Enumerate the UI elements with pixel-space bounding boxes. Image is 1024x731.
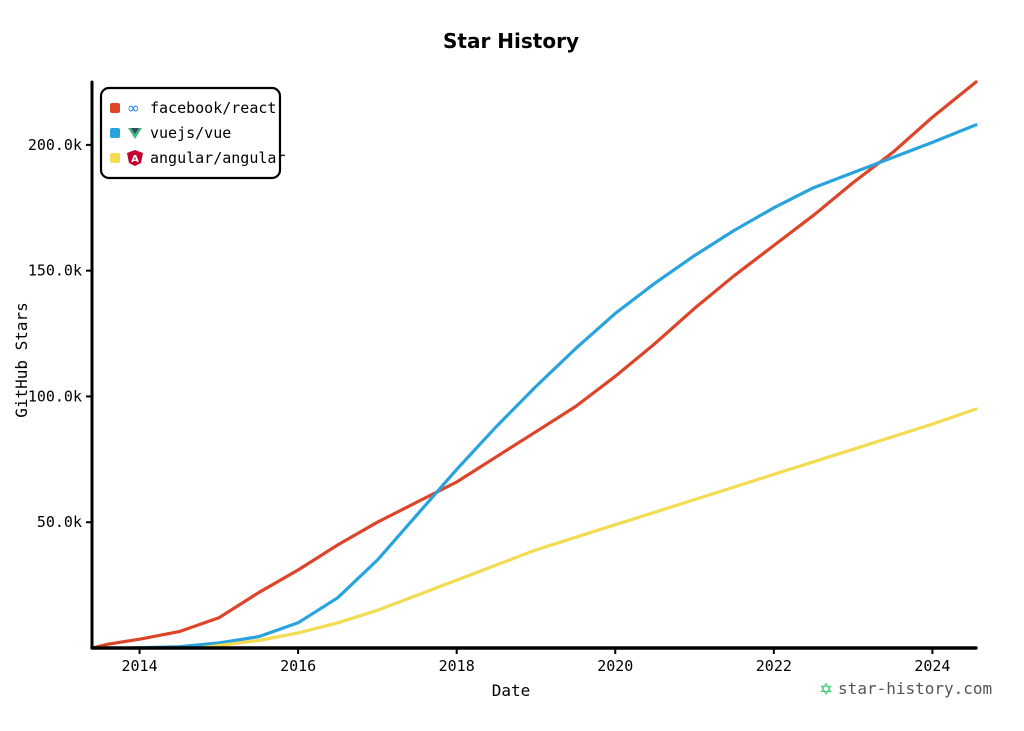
legend-swatch: [110, 103, 120, 113]
vue-icon: [128, 128, 142, 139]
x-axis-label: Date: [492, 681, 531, 700]
x-tick-label: 2016: [280, 657, 316, 675]
legend-swatch: [110, 128, 120, 138]
legend-items: ∞ facebook/react vuejs/vue A angular/angular: [110, 99, 285, 167]
y-tick-label: 50.0k: [37, 513, 82, 531]
series-line-2: [197, 407, 978, 650]
ticks-layer: 2014 2016 2018 2020 2022 2024 50.0k 100.0k 150.0…: [28, 136, 951, 675]
legend-label: vuejs/vue: [150, 124, 231, 142]
watermark[interactable]: ✡ star-history.com: [820, 678, 992, 698]
y-tick-label: 200.0k: [28, 136, 82, 154]
angular-icon: A: [127, 150, 143, 166]
x-tick-label: 2020: [597, 657, 633, 675]
y-axis-label: GitHub Stars: [12, 302, 31, 418]
series-line-0: [90, 80, 978, 650]
legend-swatch: [110, 153, 120, 163]
chart-title: Star History: [443, 29, 579, 53]
watermark-text: star-history.com: [838, 678, 993, 698]
y-tick-label: 100.0k: [28, 387, 82, 405]
x-tick-label: 2022: [756, 657, 792, 675]
x-tick-label: 2018: [439, 657, 475, 675]
series-line-1: [130, 123, 978, 650]
svg-text:A: A: [131, 154, 139, 165]
legend-label: facebook/react: [150, 99, 276, 117]
legend: ∞ facebook/react vuejs/vue A angular/angular: [99, 86, 285, 180]
svg-text:∞: ∞: [127, 99, 140, 117]
x-tick-label: 2014: [122, 657, 158, 675]
legend-box: [99, 86, 282, 180]
x-tick-label: 2024: [914, 657, 950, 675]
series-layer: [90, 80, 978, 650]
y-tick-label: 150.0k: [28, 262, 82, 280]
legend-label: angular/angular: [150, 149, 285, 167]
axes-layer: [90, 80, 978, 650]
star-icon: ✡: [820, 676, 833, 700]
meta-icon: ∞: [127, 99, 140, 117]
